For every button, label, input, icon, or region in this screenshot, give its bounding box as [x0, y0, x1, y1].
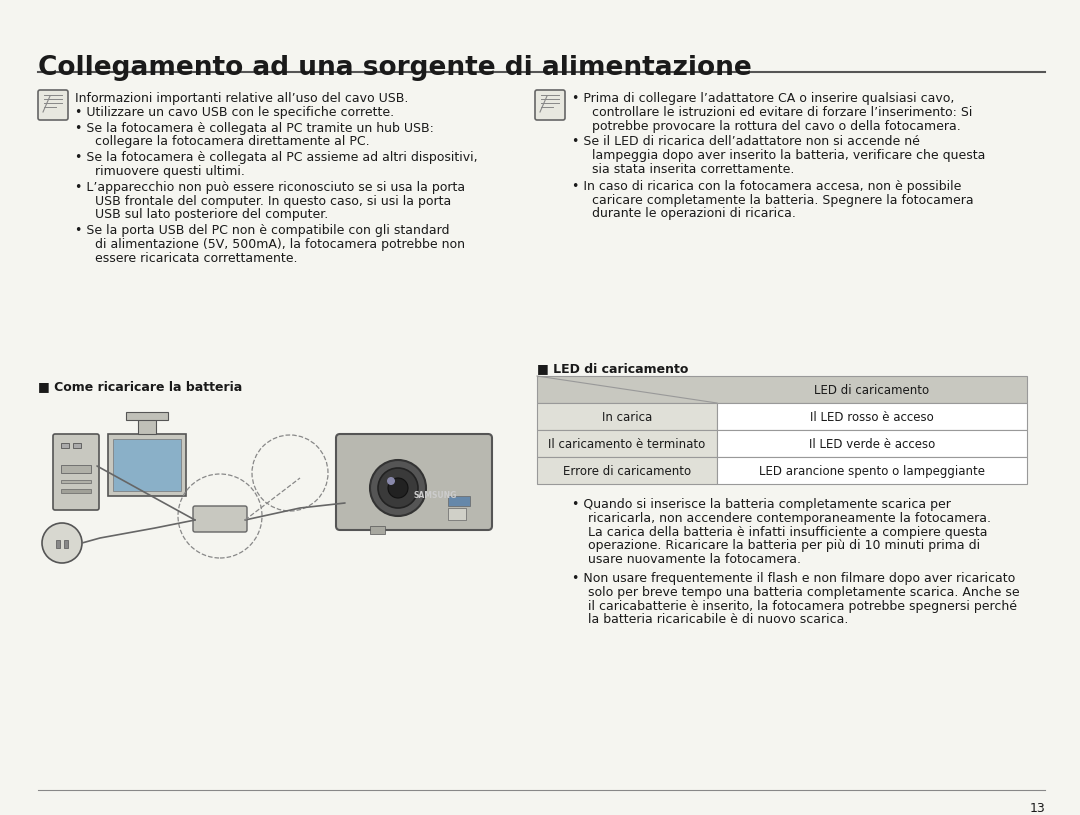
- Circle shape: [370, 460, 426, 516]
- Text: • Quando si inserisce la batteria completamente scarica per: • Quando si inserisce la batteria comple…: [572, 498, 950, 511]
- Text: 13: 13: [1029, 802, 1045, 815]
- FancyBboxPatch shape: [108, 434, 186, 496]
- Bar: [60, 480, 91, 483]
- Bar: [717, 403, 1027, 430]
- Text: • L’apparecchio non può essere riconosciuto se si usa la porta: • L’apparecchio non può essere riconosci…: [75, 181, 465, 194]
- Text: La carica della batteria è infatti insufficiente a compiere questa: La carica della batteria è infatti insuf…: [580, 526, 987, 539]
- Text: caricare completamente la batteria. Spegnere la fotocamera: caricare completamente la batteria. Speg…: [580, 194, 974, 206]
- Text: controllare le istruzioni ed evitare di forzare l’inserimento: Si: controllare le istruzioni ed evitare di …: [580, 106, 972, 119]
- Text: sia stata inserita correttamente.: sia stata inserita correttamente.: [580, 163, 795, 176]
- Text: LED arancione spento o lampeggiante: LED arancione spento o lampeggiante: [759, 465, 985, 478]
- Text: • Se la fotocamera è collegata al PC tramite un hub USB:: • Se la fotocamera è collegata al PC tra…: [75, 121, 434, 134]
- Text: • Se la porta USB del PC non è compatibile con gli standard: • Se la porta USB del PC non è compatibi…: [75, 224, 449, 237]
- FancyBboxPatch shape: [38, 90, 68, 120]
- Circle shape: [42, 523, 82, 563]
- Text: ■ Come ricaricare la batteria: ■ Come ricaricare la batteria: [38, 380, 242, 393]
- Bar: [370, 526, 384, 534]
- Bar: [717, 430, 1027, 457]
- Text: Il LED rosso è acceso: Il LED rosso è acceso: [810, 411, 934, 424]
- Text: Collegamento ad una sorgente di alimentazione: Collegamento ad una sorgente di alimenta…: [38, 55, 752, 81]
- Text: di alimentazione (5V, 500mA), la fotocamera potrebbe non: di alimentazione (5V, 500mA), la fotocam…: [83, 238, 465, 251]
- Bar: [60, 465, 91, 473]
- FancyBboxPatch shape: [53, 434, 99, 510]
- Bar: [64, 540, 68, 548]
- Text: LED di caricamento: LED di caricamento: [814, 384, 930, 397]
- Text: • Non usare frequentemente il flash e non filmare dopo aver ricaricato: • Non usare frequentemente il flash e no…: [572, 572, 1015, 585]
- Text: SAMSUNG: SAMSUNG: [414, 491, 457, 500]
- Text: ■ LED di caricamento: ■ LED di caricamento: [537, 362, 688, 375]
- Text: usare nuovamente la fotocamera.: usare nuovamente la fotocamera.: [580, 553, 801, 566]
- Text: ricaricarla, non accendere contemporaneamente la fotocamera.: ricaricarla, non accendere contemporanea…: [580, 512, 991, 525]
- Text: Informazioni importanti relative all’uso del cavo USB.: Informazioni importanti relative all’uso…: [75, 92, 408, 105]
- Bar: [537, 430, 717, 457]
- Circle shape: [387, 477, 395, 485]
- Bar: [448, 508, 465, 520]
- Text: Errore di caricamento: Errore di caricamento: [563, 465, 691, 478]
- Text: rimuovere questi ultimi.: rimuovere questi ultimi.: [83, 165, 245, 178]
- Bar: [56, 540, 60, 548]
- Bar: [60, 443, 69, 448]
- FancyBboxPatch shape: [193, 506, 247, 532]
- Text: operazione. Ricaricare la batteria per più di 10 minuti prima di: operazione. Ricaricare la batteria per p…: [580, 540, 981, 553]
- Text: durante le operazioni di ricarica.: durante le operazioni di ricarica.: [580, 207, 796, 220]
- Text: • Prima di collegare l’adattatore CA o inserire qualsiasi cavo,: • Prima di collegare l’adattatore CA o i…: [572, 92, 955, 105]
- Text: potrebbe provocare la rottura del cavo o della fotocamera.: potrebbe provocare la rottura del cavo o…: [580, 120, 961, 133]
- FancyBboxPatch shape: [535, 90, 565, 120]
- Bar: [60, 489, 91, 493]
- Bar: [113, 439, 181, 491]
- Bar: [73, 443, 81, 448]
- FancyBboxPatch shape: [336, 434, 492, 530]
- Text: la batteria ricaricabile è di nuovo scarica.: la batteria ricaricabile è di nuovo scar…: [580, 614, 849, 627]
- Text: USB sul lato posteriore del computer.: USB sul lato posteriore del computer.: [83, 209, 328, 222]
- Bar: [537, 376, 1027, 403]
- Bar: [448, 496, 470, 506]
- Bar: [126, 412, 168, 420]
- Text: • Se il LED di ricarica dell’adattatore non si accende né: • Se il LED di ricarica dell’adattatore …: [572, 135, 920, 148]
- Text: USB frontale del computer. In questo caso, si usi la porta: USB frontale del computer. In questo cas…: [83, 195, 451, 208]
- Circle shape: [388, 478, 408, 498]
- Bar: [717, 457, 1027, 484]
- Bar: [537, 457, 717, 484]
- Circle shape: [378, 468, 418, 508]
- Text: il caricabatterie è inserito, la fotocamera potrebbe spegnersi perché: il caricabatterie è inserito, la fotocam…: [580, 600, 1017, 613]
- Text: • Se la fotocamera è collegata al PC assieme ad altri dispositivi,: • Se la fotocamera è collegata al PC ass…: [75, 152, 477, 164]
- Text: collegare la fotocamera direttamente al PC.: collegare la fotocamera direttamente al …: [83, 135, 369, 148]
- Text: In carica: In carica: [602, 411, 652, 424]
- Bar: [138, 416, 156, 434]
- Text: lampeggia dopo aver inserito la batteria, verificare che questa: lampeggia dopo aver inserito la batteria…: [580, 149, 985, 162]
- Text: essere ricaricata correttamente.: essere ricaricata correttamente.: [83, 252, 297, 265]
- Text: solo per breve tempo una batteria completamente scarica. Anche se: solo per breve tempo una batteria comple…: [580, 586, 1020, 599]
- Text: • Utilizzare un cavo USB con le specifiche corrette.: • Utilizzare un cavo USB con le specific…: [75, 106, 394, 119]
- Text: Il LED verde è acceso: Il LED verde è acceso: [809, 438, 935, 451]
- Bar: [537, 403, 717, 430]
- Text: • In caso di ricarica con la fotocamera accesa, non è possibile: • In caso di ricarica con la fotocamera …: [572, 180, 961, 193]
- Text: Il caricamento è terminato: Il caricamento è terminato: [549, 438, 705, 451]
